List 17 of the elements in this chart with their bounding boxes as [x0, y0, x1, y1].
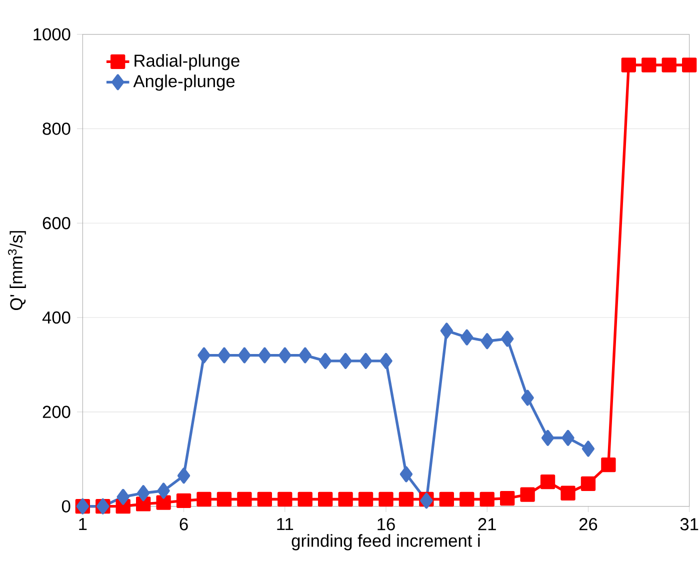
x-tick-label: 6 — [180, 518, 188, 530]
x-axis-title: grinding feed increment i — [292, 534, 480, 550]
legend-label: Radial-plunge — [134, 54, 240, 70]
y-tick-label: 400 — [42, 311, 70, 324]
y-axis-title: Q' [mm$^{3}$/s] — [8, 231, 26, 310]
x-tick-label: 21 — [478, 518, 496, 530]
legend-label: Angle-plunge — [133, 74, 235, 91]
y-tick-label: 0 — [62, 500, 70, 512]
x-tick-label: 31 — [680, 518, 698, 530]
x-tick-label: 26 — [579, 518, 598, 530]
y-tick-label: 1000 — [34, 28, 70, 40]
x-tick-label: 11 — [277, 518, 294, 530]
y-tick-label: 200 — [42, 406, 70, 418]
x-tick-label: 16 — [378, 518, 395, 530]
x-tick-label: 1 — [79, 518, 87, 530]
y-tick-label: 800 — [42, 122, 70, 135]
y-tick-label: 600 — [42, 216, 70, 230]
